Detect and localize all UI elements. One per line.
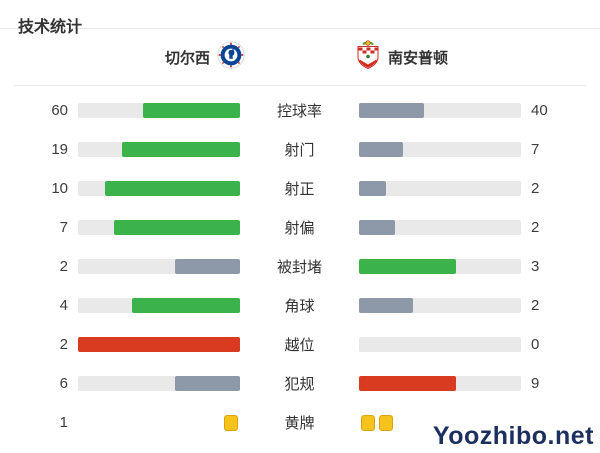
stat-row: 10 射正 2 xyxy=(0,169,600,208)
home-stat-bar xyxy=(78,181,240,196)
away-stat-bar xyxy=(359,414,521,431)
stat-label: 被封堵 xyxy=(276,259,322,276)
page-title: 技术统计 xyxy=(18,19,83,36)
away-stat-value: 2 xyxy=(531,180,540,197)
away-stat-bar-fill xyxy=(359,220,395,235)
away-stat-bar xyxy=(359,220,521,235)
away-stat-bar-fill xyxy=(359,142,403,157)
home-stat-bar-fill xyxy=(142,103,240,118)
away-stat-bar-fill xyxy=(359,103,424,118)
stat-row: 19 射门 7 xyxy=(0,130,600,169)
home-stat-bar-fill xyxy=(175,376,240,391)
home-stat-bar xyxy=(78,220,240,235)
home-stat-bar xyxy=(78,376,240,391)
away-stat-bar-fill xyxy=(359,259,457,274)
away-stat-bar xyxy=(359,259,521,274)
yellow-card-icon xyxy=(361,414,375,431)
away-stat-bar xyxy=(359,103,521,118)
watermark: Yoozhibo.net xyxy=(432,422,594,450)
yellow-card-icon xyxy=(224,414,238,431)
home-stat-bar-fill xyxy=(131,298,240,313)
yellow-card-icon xyxy=(379,414,393,431)
home-team-header: 切尔西 xyxy=(0,40,295,74)
stat-label: 射门 xyxy=(284,142,315,159)
away-stat-value: 2 xyxy=(531,297,540,314)
away-stat-value: 0 xyxy=(531,336,540,353)
stat-label: 犯规 xyxy=(284,376,315,393)
away-stat-bar xyxy=(359,181,521,196)
stat-label: 射偏 xyxy=(284,220,315,237)
away-stat-bar-fill xyxy=(359,181,387,196)
home-stat-value: 60 xyxy=(51,102,68,119)
teams-header: 切尔西 xyxy=(0,29,600,85)
stat-row: 2 越位 0 xyxy=(0,325,600,364)
home-stat-bar xyxy=(78,298,240,313)
stat-row: 7 射偏 2 xyxy=(0,208,600,247)
home-stat-value: 2 xyxy=(59,336,68,353)
home-stat-value: 1 xyxy=(59,414,68,431)
away-stat-value: 2 xyxy=(531,219,540,236)
away-stat-bar xyxy=(359,376,521,391)
home-stat-value: 7 xyxy=(59,219,68,236)
home-stat-bar-fill xyxy=(78,337,240,352)
stat-label: 控球率 xyxy=(276,103,322,120)
home-stat-bar-fill xyxy=(105,181,240,196)
home-stat-bar-fill xyxy=(113,220,240,235)
stat-row: 4 角球 2 xyxy=(0,286,600,325)
home-stat-bar xyxy=(78,103,240,118)
home-stat-bar xyxy=(78,259,240,274)
home-stat-bar xyxy=(78,414,240,431)
home-stat-bar-fill xyxy=(121,142,240,157)
stats-rows: 60 控球率 40 19 射门 7 10 射正 2 7 射偏 2 2 被封堵 3 4 角球 2 2 越位 0 6 犯规 9 1 黄… xyxy=(0,86,600,442)
away-stat-bar-fill xyxy=(359,298,413,313)
stat-row: 2 被封堵 3 xyxy=(0,247,600,286)
home-stat-value: 4 xyxy=(59,297,68,314)
home-team-name: 切尔西 xyxy=(164,49,210,67)
home-stat-bar xyxy=(78,337,240,352)
home-stat-value: 19 xyxy=(51,141,68,158)
away-stat-bar xyxy=(359,298,521,313)
stat-row: 60 控球率 40 xyxy=(0,91,600,130)
stat-row: 6 犯规 9 xyxy=(0,364,600,403)
chelsea-crest-icon xyxy=(217,40,245,74)
divider xyxy=(14,85,586,86)
away-stat-value: 7 xyxy=(531,141,540,158)
southampton-crest-icon xyxy=(355,39,381,75)
away-team-name: 南安普顿 xyxy=(388,49,449,67)
stat-label: 越位 xyxy=(284,337,315,354)
home-stat-bar-fill xyxy=(175,259,240,274)
away-stat-bar-fill xyxy=(359,376,457,391)
stat-label: 角球 xyxy=(284,298,315,315)
away-stat-value: 9 xyxy=(531,375,540,392)
home-stat-bar xyxy=(78,142,240,157)
home-stat-value: 6 xyxy=(59,375,68,392)
away-stat-value: 3 xyxy=(531,258,540,275)
stat-label: 黄牌 xyxy=(284,415,315,432)
stat-label: 射正 xyxy=(284,181,315,198)
stat-row: 1 黄牌 xyxy=(0,403,600,442)
away-stat-value: 40 xyxy=(531,102,548,119)
away-stat-bar xyxy=(359,142,521,157)
away-stat-bar xyxy=(359,337,521,352)
home-stat-value: 2 xyxy=(59,258,68,275)
divider xyxy=(0,28,600,29)
away-team-header: 南安普顿 xyxy=(295,39,600,75)
home-stat-value: 10 xyxy=(51,180,68,197)
